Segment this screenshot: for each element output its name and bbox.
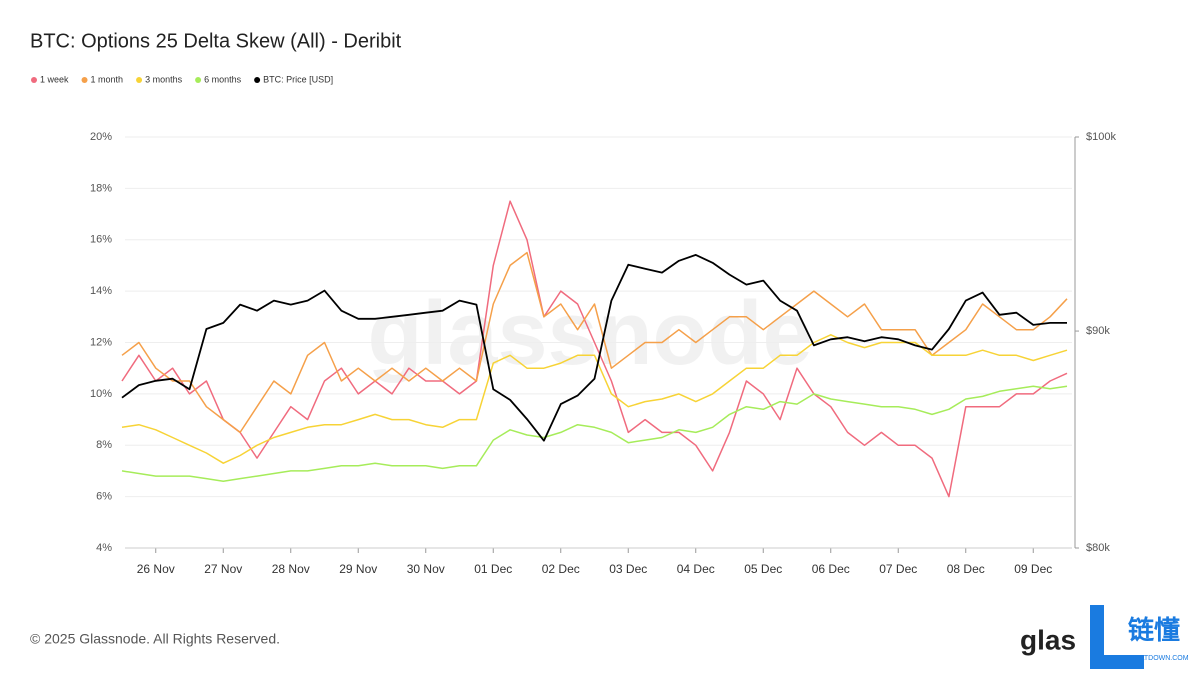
logo-site: NEATDOWN.COM bbox=[1130, 655, 1189, 662]
x-tick-label: 09 Dec bbox=[1014, 562, 1052, 576]
logo-mark bbox=[1090, 605, 1144, 669]
legend-swatch bbox=[81, 77, 88, 83]
x-tick-label: 03 Dec bbox=[609, 562, 647, 576]
x-tick-label: 27 Nov bbox=[204, 562, 242, 576]
x-tick-label: 06 Dec bbox=[812, 562, 850, 576]
x-tick-label: 02 Dec bbox=[542, 562, 580, 576]
legend-label: 3 months bbox=[145, 74, 183, 84]
x-tick-label: 07 Dec bbox=[879, 562, 917, 576]
y-tick-label: 6% bbox=[96, 491, 112, 503]
y-tick-label: 10% bbox=[90, 388, 112, 400]
logo-brand: glas bbox=[1020, 624, 1076, 655]
x-tick-label: 29 Nov bbox=[339, 562, 377, 576]
y-tick-label: 4% bbox=[96, 542, 112, 554]
x-tick-label: 08 Dec bbox=[947, 562, 985, 576]
legend-swatch bbox=[254, 77, 261, 83]
y2-tick-label: $90k bbox=[1086, 325, 1110, 337]
x-tick-label: 05 Dec bbox=[744, 562, 782, 576]
y-tick-label: 8% bbox=[96, 439, 112, 451]
x-tick-label: 01 Dec bbox=[474, 562, 512, 576]
y-tick-label: 14% bbox=[90, 285, 112, 297]
legend-label: 1 week bbox=[40, 74, 69, 84]
footer: © 2025 Glassnode. All Rights Reserved. bbox=[30, 631, 280, 647]
y-tick-label: 16% bbox=[90, 234, 112, 246]
legend-swatch bbox=[136, 77, 143, 83]
chart-title: BTC: Options 25 Delta Skew (All) - Derib… bbox=[30, 30, 402, 52]
legend-label: 6 months bbox=[204, 74, 242, 84]
series-line bbox=[121, 254, 1067, 442]
y2-tick-label: $100k bbox=[1086, 131, 1116, 143]
logo-cn: 链懂 bbox=[1128, 615, 1180, 645]
series-line bbox=[121, 385, 1068, 482]
y-tick-label: 12% bbox=[90, 336, 112, 348]
x-tick-label: 30 Nov bbox=[407, 562, 445, 576]
legend-swatch bbox=[195, 77, 202, 83]
y-tick-label: 20% bbox=[90, 131, 112, 143]
y-tick-label: 18% bbox=[90, 182, 112, 194]
y2-tick-label: $80k bbox=[1086, 542, 1110, 554]
legend-label: BTC: Price [USD] bbox=[263, 74, 333, 84]
series-line bbox=[121, 200, 1068, 498]
legend-label: 1 month bbox=[91, 74, 124, 84]
series-line bbox=[121, 251, 1068, 434]
x-tick-label: 04 Dec bbox=[677, 562, 715, 576]
x-tick-label: 26 Nov bbox=[137, 562, 175, 576]
legend-swatch bbox=[31, 77, 37, 83]
x-tick-label: 28 Nov bbox=[272, 562, 310, 576]
